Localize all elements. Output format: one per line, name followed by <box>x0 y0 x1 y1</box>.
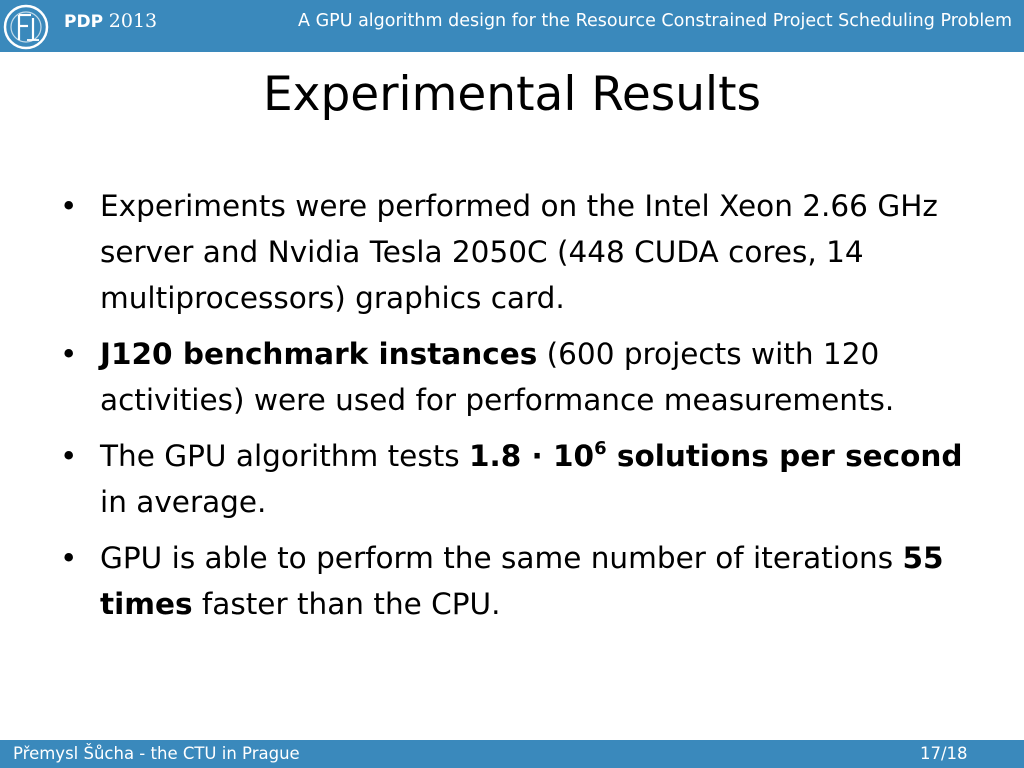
bullet-list: • Experiments were performed on the Inte… <box>58 183 963 637</box>
bullet-item-hardware: • Experiments were performed on the Inte… <box>58 183 963 321</box>
page-number: 17/18 <box>920 744 968 763</box>
bullet-item-throughput: • The GPU algorithm tests 1.8 · 106 solu… <box>58 433 963 525</box>
bullet-text: Experiments were performed on the Intel … <box>100 189 938 315</box>
bullet-bold-suffix: solutions per second <box>606 439 963 473</box>
university-logo-icon <box>3 4 49 50</box>
bullet-item-benchmark: J120 benchmark instances • J120 benchmar… <box>58 331 963 423</box>
talk-title: A GPU algorithm design for the Resource … <box>298 11 1012 31</box>
bullet-icon: • <box>60 541 78 575</box>
conference-name: PDP <box>64 12 104 32</box>
bullet-text: (600 projects with 120 activities) were … <box>100 337 895 417</box>
bullet-icon: • <box>60 337 78 371</box>
author-label: Přemysl Šůcha - the CTU in Prague <box>13 744 300 763</box>
footer-bar: Přemysl Šůcha - the CTU in Prague 17/18 <box>0 740 1024 768</box>
bullet-prefix-text: The GPU algorithm tests <box>100 439 470 473</box>
header-bar: PDP 2013 A GPU algorithm design for the … <box>0 0 1024 52</box>
bullet-bold-base: 1.8 · 10 <box>469 439 595 473</box>
bullet-icon: • <box>60 439 78 473</box>
bullet-icon: • <box>60 189 78 223</box>
bullet-bold-text: J120 benchmark instances <box>100 337 538 371</box>
slide-title: Experimental Results <box>262 67 762 122</box>
bullet-text: in average. <box>100 485 267 519</box>
bullet-bold-exponent: 6 <box>594 438 607 459</box>
bullet-prefix-text: GPU is able to perform the same number o… <box>100 541 903 575</box>
bullet-item-speedup: • GPU is able to perform the same number… <box>58 535 963 627</box>
bullet-text: faster than the CPU. <box>192 587 501 621</box>
conference-label: PDP 2013 <box>64 10 157 33</box>
bullet-bold-text: 55 times <box>100 541 944 621</box>
conference-year: 2013 <box>108 10 158 32</box>
